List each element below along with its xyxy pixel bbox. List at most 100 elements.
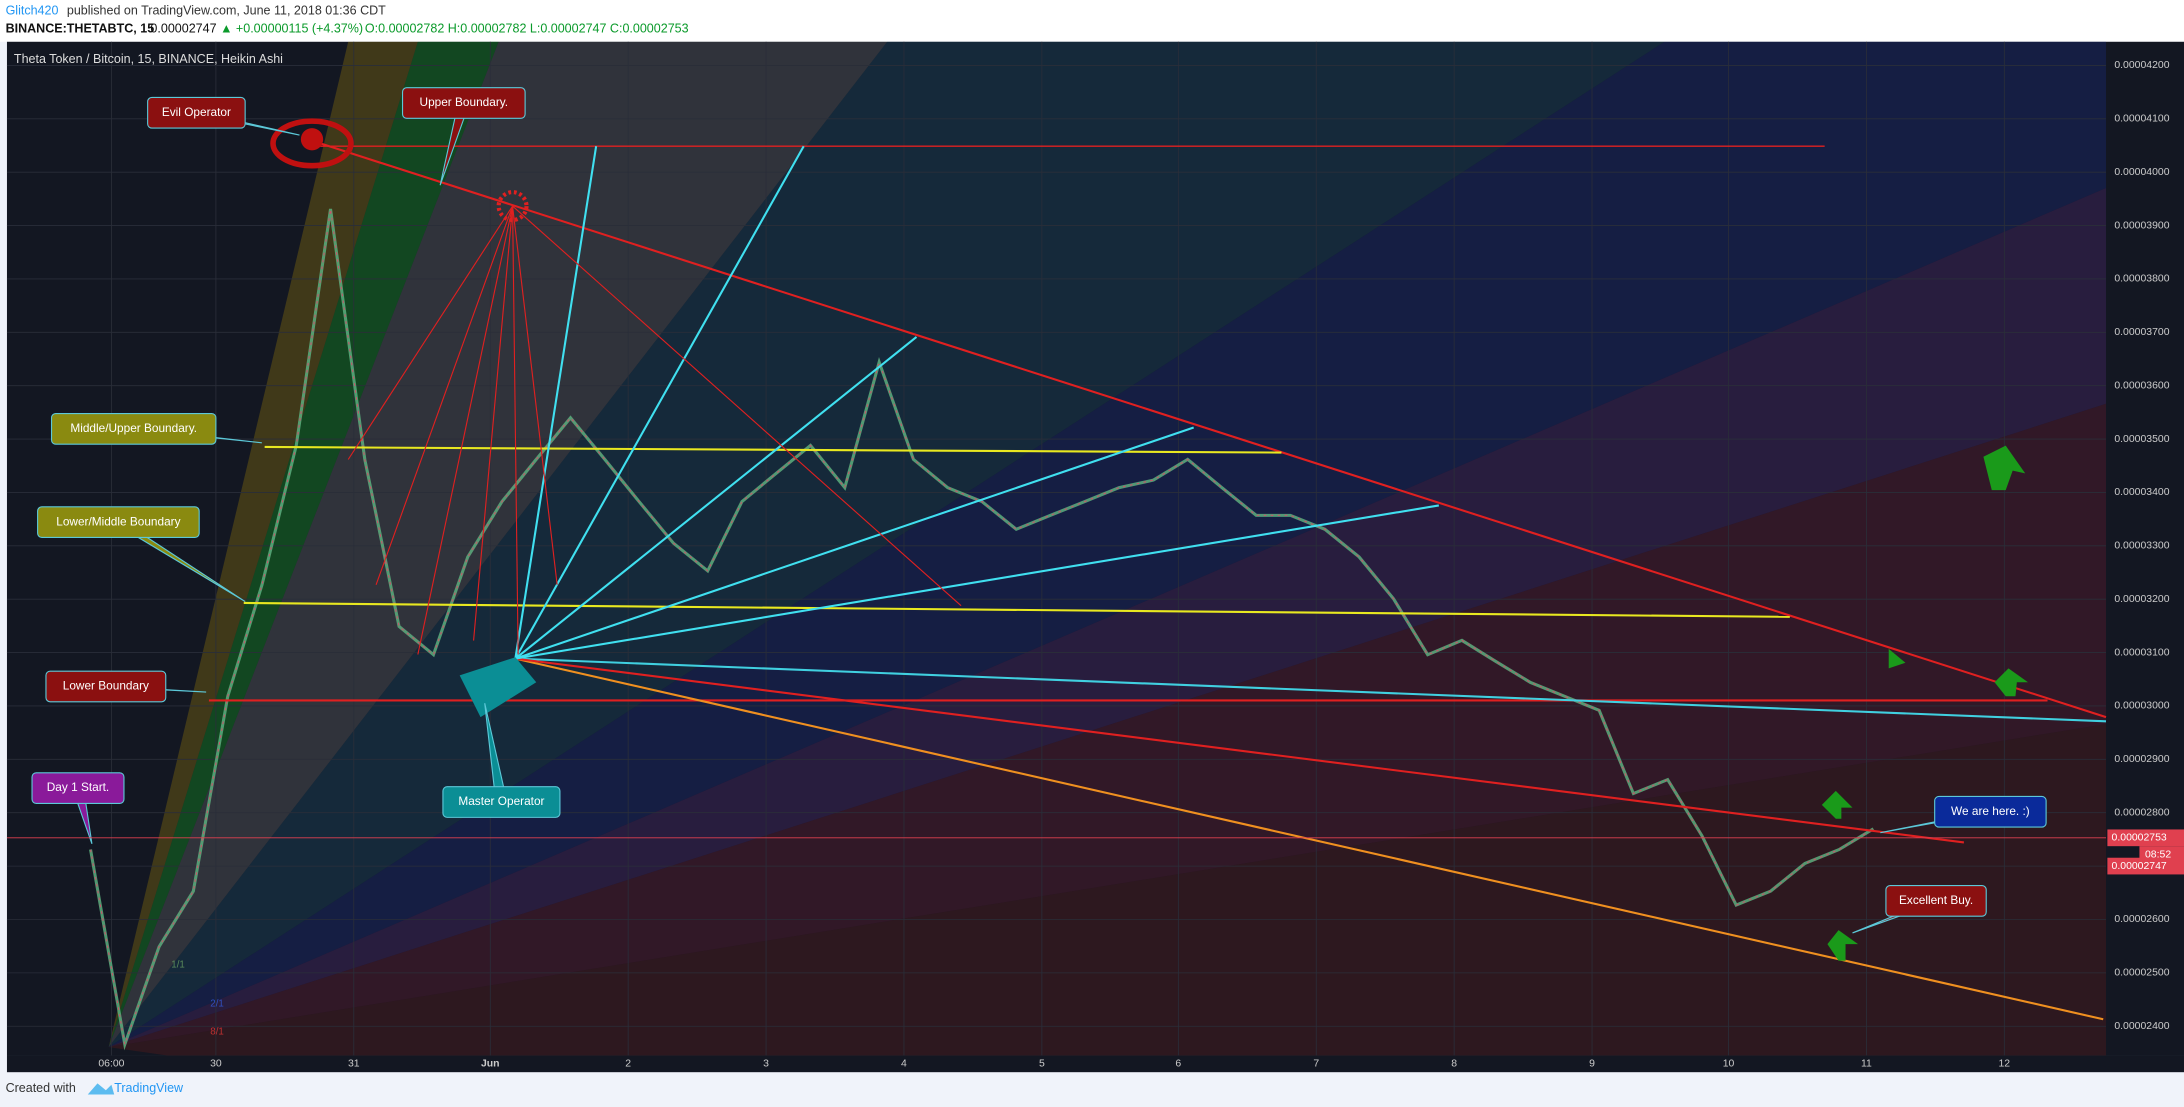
arrow [1888, 648, 1906, 669]
cyan-line [515, 657, 2107, 723]
fan-line [473, 206, 514, 641]
callout-box [45, 670, 167, 703]
price-badge [2107, 857, 2184, 875]
time-tick-label: 31 [348, 1059, 360, 1070]
price-tick-label: 0.00003900 [2114, 220, 2169, 231]
fan-zone [108, 403, 2107, 1048]
callouts: Evil Operator Upper Boundary. Middle/Upper… [31, 87, 2047, 1037]
arrow [1994, 668, 2028, 697]
ohlc: O:0.00002782 H:0.00002782 L:0.00002747 C… [365, 22, 689, 36]
callout-box [31, 772, 125, 805]
green-arrows [1821, 445, 2028, 961]
red-line [515, 657, 1965, 844]
drawings [208, 118, 2107, 1021]
countdown: 08:52 [2145, 849, 2171, 860]
callout-box [1934, 795, 2047, 828]
brand-logo [87, 1083, 115, 1095]
fan-label: 1/1 [171, 960, 185, 971]
price-tick-label: 0.00002600 [2114, 914, 2169, 925]
time-tick-label: 4 [901, 1059, 907, 1070]
time-tick-label: 7 [1313, 1059, 1319, 1070]
price-tick-label: 0.00002400 [2114, 1021, 2169, 1032]
evil-eye [270, 118, 354, 169]
symbol: BINANCE:THETABTC, 15 [6, 22, 155, 36]
callout-text: Middle/Upper Boundary. [70, 421, 197, 435]
callout-box [147, 96, 246, 129]
fan-line [514, 146, 598, 659]
time-axis-bg [6, 1055, 2184, 1073]
arrow [1821, 790, 1853, 819]
axes: 0.00004200 0.00004100 0.00004000 0.00003900… [6, 60, 2184, 1070]
price-tick-label: 0.00004100 [2114, 114, 2169, 125]
chart-bg [6, 41, 2106, 1056]
price-tick-label: 0.00004200 [2114, 60, 2169, 71]
footer-created: Created with [6, 1081, 76, 1095]
price-tick-label: 0.00003000 [2114, 701, 2169, 712]
price-tick-label: 0.00002900 [2114, 754, 2169, 765]
callout-box [1885, 885, 1987, 917]
middle-upper-boundary [264, 445, 1282, 454]
callout-box [442, 786, 561, 818]
time-tick-label: 12 [1999, 1059, 2011, 1070]
callout-text: We are here. :) [1951, 804, 2030, 818]
price-tick-label: 0.00002800 [2114, 807, 2169, 818]
author: Glitch420 [6, 3, 59, 17]
time-tick-label: 8 [1451, 1059, 1457, 1070]
fan-line [347, 205, 514, 460]
red-fan [347, 205, 962, 655]
price-tick-label: 0.00003400 [2114, 487, 2169, 498]
callout-box [37, 506, 200, 539]
fan-zone [108, 41, 499, 1048]
arrow [1983, 445, 2026, 491]
last-price-label: 0.00002747 [2112, 861, 2167, 872]
time-tick-label: 30 [210, 1059, 222, 1070]
time-tick-label: 5 [1039, 1059, 1045, 1070]
countdown-badge [2139, 846, 2184, 862]
header-bg [0, 0, 2184, 42]
fan-line [512, 206, 519, 655]
chart-title: Theta Token / Bitcoin, 15, BINANCE, Heik… [14, 52, 283, 66]
callout-text: Day 1 Start. [47, 780, 109, 794]
time-tick-label: 6 [1175, 1059, 1181, 1070]
price-line-shadow [89, 208, 1874, 1047]
callout-box [401, 87, 526, 119]
fan-line [512, 206, 558, 585]
price-badge [2107, 829, 2184, 847]
footer-brand: TradingView [114, 1081, 184, 1095]
gann-fan [108, 41, 2107, 1056]
last: 0.00002747 [150, 22, 216, 36]
time-tick-label: 10 [1723, 1059, 1735, 1070]
arrow [1827, 930, 1859, 961]
published: published on TradingView.com, June 11, 2… [67, 3, 386, 17]
fan-line [515, 426, 1195, 660]
fan-line [514, 145, 805, 660]
current-price-label: 0.00002753 [2112, 833, 2167, 844]
time-tick-label: Jun [481, 1059, 500, 1070]
price-tick-label: 0.00003500 [2114, 434, 2169, 445]
cyan-fan [514, 145, 1439, 660]
callout-text: Evil Operator [162, 105, 231, 119]
price-tick-label: 0.00003300 [2114, 541, 2169, 552]
evil-eye-pupil [300, 128, 324, 151]
time-tick-label: 9 [1589, 1059, 1595, 1070]
price-tick-label: 0.00003700 [2114, 327, 2169, 338]
price-tick-label: 0.00003600 [2114, 380, 2169, 391]
fan-zone [108, 41, 2107, 1048]
price-tick-label: 0.00003100 [2114, 647, 2169, 658]
callout-text: Lower Boundary [63, 679, 149, 693]
fan-zone [108, 41, 888, 1048]
price-tick-label: 0.00003200 [2114, 594, 2169, 605]
callout-box [50, 413, 217, 445]
fan-line [514, 336, 918, 660]
time-tick-label: 2 [625, 1059, 631, 1070]
time-tick-label: 3 [763, 1059, 769, 1070]
fan-label: 8/1 [210, 1026, 224, 1037]
master-blob [459, 657, 537, 718]
upper-boundary [320, 142, 2107, 719]
price-tick-label: 0.00003800 [2114, 274, 2169, 285]
fan-line [515, 504, 1439, 660]
grid [6, 41, 2106, 1056]
time-tick-label: 11 [1861, 1059, 1872, 1070]
